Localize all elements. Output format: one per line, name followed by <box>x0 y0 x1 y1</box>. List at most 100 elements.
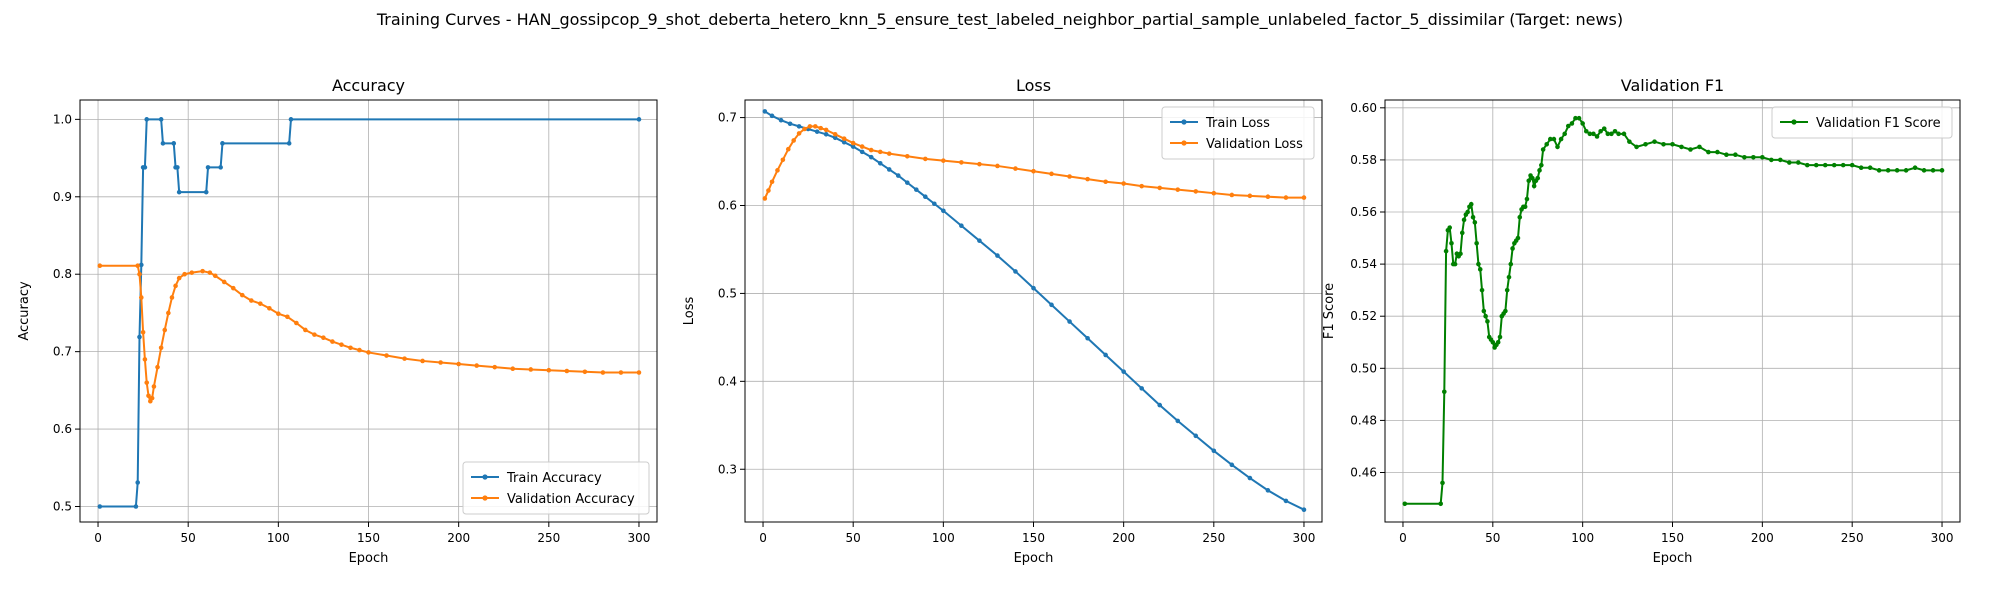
data-point <box>895 173 901 178</box>
data-point <box>510 366 516 371</box>
data-point <box>1474 240 1479 246</box>
data-point <box>1013 269 1018 274</box>
data-point <box>203 189 209 195</box>
data-point <box>1831 162 1837 168</box>
data-point <box>995 253 1000 258</box>
data-point <box>941 208 946 214</box>
data-point <box>1139 183 1144 189</box>
data-point <box>1813 162 1819 168</box>
data-point <box>796 131 802 136</box>
y-axis-label: Accuracy <box>17 281 32 341</box>
data-point <box>267 305 272 311</box>
data-point <box>1670 141 1675 147</box>
data-point <box>1580 121 1585 126</box>
data-point <box>859 144 865 149</box>
data-point <box>1804 162 1810 168</box>
data-point <box>366 350 371 355</box>
data-point <box>135 480 140 485</box>
x-tick-label: 200 <box>447 531 470 545</box>
data-point <box>1470 214 1476 220</box>
data-point <box>850 140 856 146</box>
x-tick-label: 250 <box>1841 531 1864 545</box>
data-point <box>1643 141 1648 147</box>
data-point <box>1510 246 1515 251</box>
chart-legend: Train Accuracy Validation Accuracy <box>462 461 650 515</box>
data-point <box>1939 168 1945 173</box>
y-tick-label: 0.54 <box>1350 257 1377 271</box>
data-point <box>823 131 829 137</box>
data-point <box>1903 168 1909 173</box>
data-point <box>877 161 883 166</box>
data-point <box>904 153 910 159</box>
data-point <box>1894 168 1900 173</box>
data-point <box>832 131 838 137</box>
data-point <box>139 295 144 300</box>
data-point <box>1031 285 1036 291</box>
data-point <box>137 334 142 340</box>
data-point <box>339 342 344 347</box>
data-point <box>1497 334 1503 340</box>
data-point <box>144 380 150 385</box>
data-point <box>813 124 818 129</box>
data-point <box>1822 162 1828 168</box>
series-1 <box>1402 115 1945 507</box>
data-point <box>769 113 775 119</box>
legend-box <box>1771 106 1953 139</box>
data-point <box>1449 240 1454 246</box>
x-tick-label: 150 <box>1022 531 1045 545</box>
y-tick-label: 0.6 <box>718 199 737 213</box>
y-tick-label: 0.46 <box>1350 466 1377 480</box>
data-point <box>1049 171 1054 177</box>
data-point <box>1479 287 1485 293</box>
legend-marker <box>482 495 488 501</box>
data-point <box>1591 131 1596 137</box>
y-tick-label: 0.52 <box>1350 309 1377 323</box>
x-tick-label: 0 <box>759 531 767 545</box>
x-tick-label: 50 <box>181 531 196 545</box>
legend-label: Validation Loss <box>1206 137 1303 152</box>
x-axis-label: Epoch <box>1653 551 1693 566</box>
data-point <box>877 149 883 155</box>
data-point <box>160 141 166 146</box>
y-tick-label: 0.7 <box>718 111 737 125</box>
y-axis-label: F1 Score <box>1322 283 1337 339</box>
data-point <box>818 125 824 131</box>
data-point <box>492 364 498 370</box>
data-point <box>1067 174 1072 179</box>
data-point <box>171 141 177 146</box>
data-point <box>780 157 786 163</box>
data-point <box>528 367 534 372</box>
data-point <box>1594 134 1600 139</box>
data-point <box>212 273 218 279</box>
data-point <box>1733 152 1738 157</box>
data-point <box>1265 194 1271 200</box>
x-tick-label: 250 <box>537 531 560 545</box>
data-point <box>175 165 180 170</box>
data-point <box>312 332 317 337</box>
x-tick-label: 0 <box>94 531 102 545</box>
legend-label: Validation F1 Score <box>1816 116 1941 131</box>
data-point <box>321 335 326 341</box>
data-point <box>1535 175 1541 181</box>
data-point <box>1483 313 1488 319</box>
data-point <box>1442 389 1447 395</box>
data-point <box>182 271 187 277</box>
data-point <box>1211 190 1217 196</box>
x-tick-label: 300 <box>1931 531 1954 545</box>
data-point <box>1697 144 1702 150</box>
data-point <box>1551 136 1557 142</box>
data-point <box>144 117 150 122</box>
data-point <box>1139 386 1144 391</box>
x-tick-label: 300 <box>1293 531 1316 545</box>
legend-marker <box>1181 119 1187 125</box>
data-point <box>1447 225 1452 230</box>
data-point <box>474 363 479 368</box>
data-point <box>1103 179 1108 185</box>
data-point <box>1587 131 1593 137</box>
data-point <box>941 158 946 163</box>
legend-label: Train Accuracy <box>506 471 602 486</box>
data-point <box>1440 480 1445 486</box>
data-point <box>807 124 813 129</box>
legend-marker <box>482 474 488 480</box>
